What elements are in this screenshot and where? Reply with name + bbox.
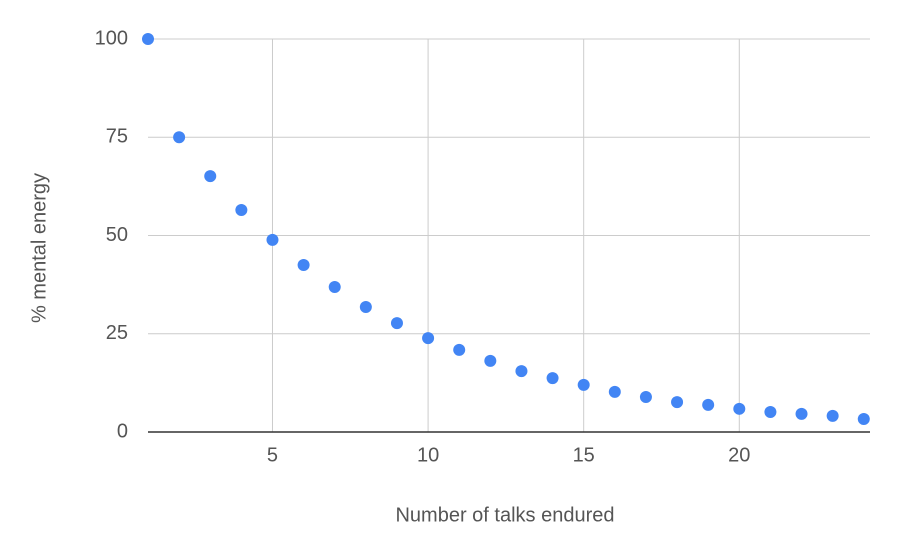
y-tick-label: 50: [106, 224, 128, 246]
y-tick-label: 0: [117, 420, 128, 442]
point: [204, 170, 217, 183]
x-tick-label: 15: [573, 444, 595, 466]
y-tick-label: 75: [106, 126, 128, 148]
point: [297, 258, 310, 271]
point: [857, 413, 870, 426]
point: [546, 372, 559, 385]
point: [764, 405, 777, 418]
point: [390, 317, 403, 330]
point: [733, 402, 746, 415]
point: [142, 33, 154, 45]
x-tick-label: 20: [728, 444, 750, 466]
point: [422, 332, 435, 345]
point: [484, 354, 497, 367]
x-axis-title: Number of talks endured: [395, 504, 614, 526]
point: [608, 385, 621, 398]
point: [671, 396, 684, 409]
x-tick-label: 5: [267, 444, 278, 466]
x-tick-label: 10: [417, 444, 439, 466]
point: [328, 280, 341, 293]
point: [515, 365, 528, 378]
point: [795, 407, 808, 420]
point: [266, 233, 279, 246]
point: [173, 131, 186, 144]
y-tick-label: 25: [106, 322, 128, 344]
point: [577, 378, 590, 391]
point: [359, 301, 372, 314]
point: [235, 203, 248, 216]
point: [453, 343, 466, 356]
point: [826, 409, 839, 422]
point: [702, 398, 715, 411]
point: [639, 391, 652, 404]
y-axis-title: % mental energy: [28, 173, 50, 323]
y-tick-label: 100: [95, 27, 128, 49]
